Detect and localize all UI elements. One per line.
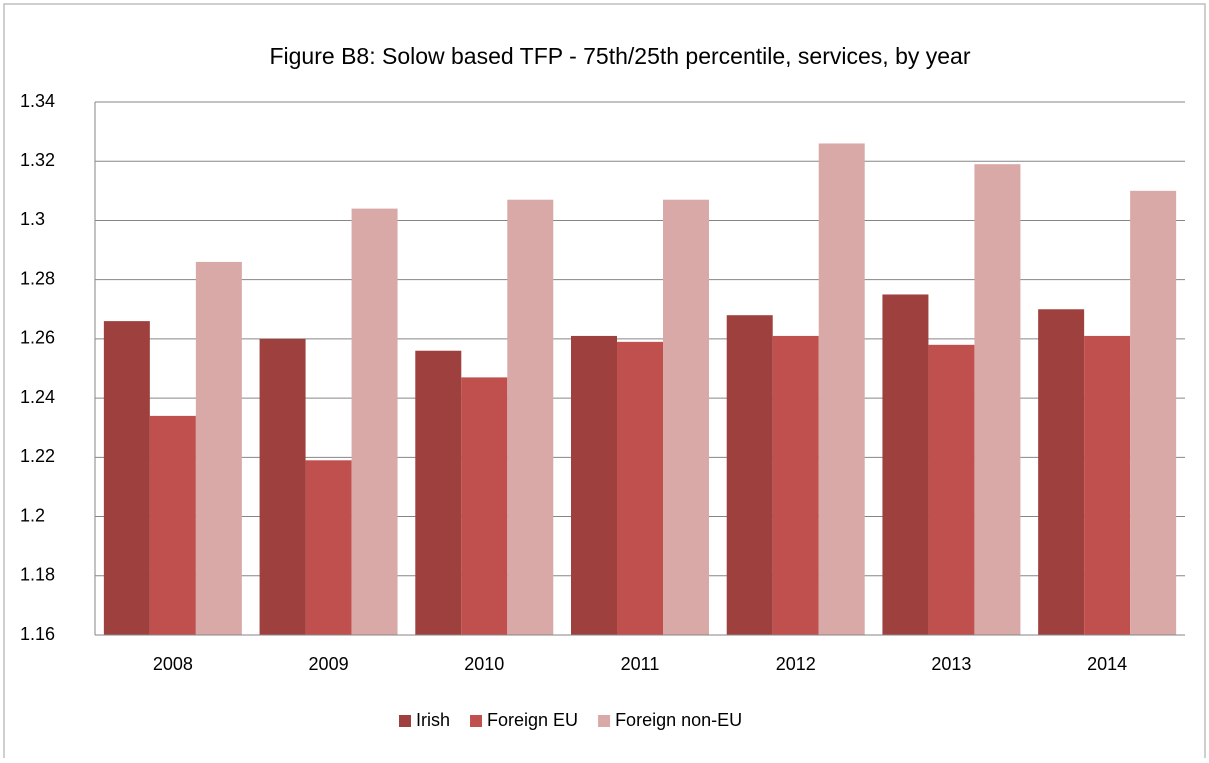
x-tick-label: 2009 — [309, 654, 349, 674]
chart-frame — [3, 3, 1206, 758]
y-tick-label: 1.28 — [20, 268, 55, 288]
y-tick-label: 1.3 — [20, 209, 45, 229]
x-tick-label: 2014 — [1087, 654, 1127, 674]
y-tick-label: 1.22 — [20, 446, 55, 466]
y-tick-label: 1.2 — [20, 505, 45, 525]
bar — [772, 335, 819, 635]
x-tick-label: 2011 — [621, 654, 660, 674]
bar — [1084, 335, 1131, 635]
x-tick-label: 2013 — [931, 654, 971, 674]
bar — [974, 164, 1021, 635]
bar — [351, 208, 398, 635]
x-tick-label: 2008 — [153, 654, 193, 674]
bar — [195, 261, 242, 635]
legend-label: Foreign non-EU — [615, 710, 742, 730]
bar — [507, 199, 554, 635]
bar — [882, 294, 929, 635]
legend-swatch — [399, 715, 411, 727]
y-tick-label: 1.16 — [20, 624, 55, 644]
x-tick-label: 2012 — [776, 654, 816, 674]
bar — [1130, 190, 1177, 636]
legend-swatch — [470, 715, 483, 727]
bar — [571, 335, 617, 635]
bar — [726, 315, 773, 635]
y-tick-label: 1.26 — [20, 328, 55, 348]
bar — [259, 338, 306, 635]
bar — [928, 344, 975, 635]
bar — [1038, 309, 1085, 635]
y-tick-label: 1.18 — [20, 565, 55, 585]
bar — [617, 341, 663, 635]
bar — [663, 199, 709, 635]
bar — [149, 415, 196, 635]
bar — [305, 460, 352, 635]
bar — [103, 321, 150, 635]
legend-label: Irish — [416, 710, 450, 730]
bar — [415, 350, 462, 635]
y-tick-label: 1.24 — [20, 387, 55, 407]
y-tick-label: 1.34 — [20, 91, 55, 111]
bar — [461, 377, 508, 635]
legend-swatch — [598, 715, 611, 727]
bar — [818, 143, 865, 635]
legend-label: Foreign EU — [487, 710, 578, 730]
chart-title: Figure B8: Solow based TFP - 75th/25th p… — [269, 43, 970, 69]
y-tick-label: 1.32 — [20, 150, 55, 170]
x-tick-label: 2010 — [464, 654, 504, 674]
